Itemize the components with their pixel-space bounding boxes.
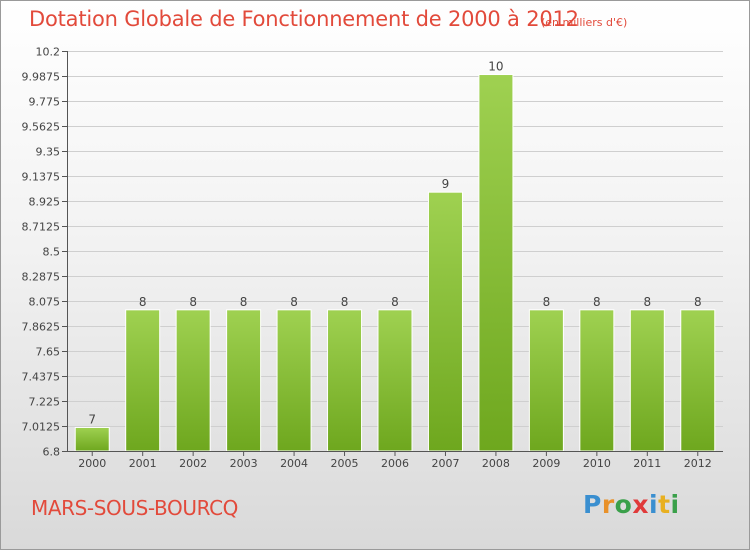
x-tick-label: 2012 [684, 457, 712, 470]
x-tick-label: 2007 [431, 457, 459, 470]
bar [579, 309, 615, 452]
data-label: 8 [643, 295, 651, 309]
y-tick-label: 7.65 [36, 346, 61, 359]
x-tick-label: 2003 [230, 457, 258, 470]
logo-letter: i [670, 490, 680, 519]
data-label: 8 [391, 295, 399, 309]
x-tick-label: 2010 [583, 457, 611, 470]
data-label: 8 [290, 295, 298, 309]
unit-label: (en milliers d'€) [541, 16, 628, 29]
x-tick-label: 2000 [78, 457, 106, 470]
y-tick-label: 8.925 [29, 196, 61, 209]
x-tick-label: 2002 [179, 457, 207, 470]
y-tick-label: 9.5625 [22, 121, 61, 134]
logo-letter: r [601, 490, 615, 519]
y-tick-label: 8.2875 [22, 271, 61, 284]
data-label: 8 [543, 295, 551, 309]
proxiti-logo[interactable]: Proxiti [583, 490, 680, 519]
y-tick-label: 7.0125 [22, 421, 61, 434]
place-name: MARS-SOUS-BOURCQ [31, 496, 238, 520]
y-tick-label: 9.1375 [22, 171, 61, 184]
y-tick-label: 7.4375 [22, 371, 61, 384]
y-tick-label: 7.8625 [22, 321, 61, 334]
x-tick-label: 2008 [482, 457, 510, 470]
bars [74, 74, 716, 452]
bar [629, 309, 665, 452]
bar [125, 309, 161, 452]
data-label: 8 [341, 295, 349, 309]
x-tick-label: 2009 [532, 457, 560, 470]
y-tick-label: 8.075 [29, 296, 61, 309]
axes [67, 51, 723, 452]
bar [175, 309, 211, 452]
y-tick-label: 8.5 [43, 246, 61, 259]
logo-letter: i [649, 490, 659, 519]
y-tick-label: 9.35 [36, 146, 61, 159]
data-label: 8 [694, 295, 702, 309]
logo-letter: t [658, 490, 671, 519]
bar [377, 309, 413, 452]
data-label: 8 [240, 295, 248, 309]
y-tick-label: 10.2 [36, 46, 61, 59]
data-label: 10 [488, 60, 503, 74]
bar [327, 309, 363, 452]
x-tick-label: 2001 [129, 457, 157, 470]
y-tick-label: 8.7125 [22, 221, 61, 234]
data-label: 8 [593, 295, 601, 309]
x-axis-ticks: 2000 2001 2002 2003 2004 2005 2006 2007 2008 2009… [78, 451, 712, 470]
data-label: 7 [88, 412, 96, 426]
chart-title: Dotation Globale de Fonctionnement de 20… [29, 7, 579, 31]
bar [528, 309, 564, 452]
y-tick-label: 7.225 [29, 396, 61, 409]
y-tick-label: 9.9875 [22, 71, 61, 84]
data-label: 8 [189, 295, 197, 309]
bar [680, 309, 716, 452]
bar [226, 309, 262, 452]
x-tick-label: 2005 [331, 457, 359, 470]
bar [276, 309, 312, 452]
x-tick-label: 2006 [381, 457, 409, 470]
data-label: 8 [139, 295, 147, 309]
data-labels: 7 8 8 8 8 8 8 9 10 8 8 8 8 [88, 60, 701, 427]
x-tick-label: 2004 [280, 457, 308, 470]
data-label: 9 [442, 177, 450, 191]
bar [478, 74, 514, 452]
logo-letter: o [614, 490, 633, 519]
bar [74, 426, 110, 452]
y-tick-label: 6.8 [43, 446, 61, 459]
y-axis-ticks: 6.8 7.0125 7.225 7.4375 7.65 7.8625 8.075 8.287… [22, 46, 67, 459]
x-tick-label: 2011 [633, 457, 661, 470]
logo-letter: P [583, 490, 602, 519]
logo-letter: x [632, 490, 649, 519]
bar [427, 191, 463, 452]
y-tick-label: 9.775 [29, 96, 61, 109]
